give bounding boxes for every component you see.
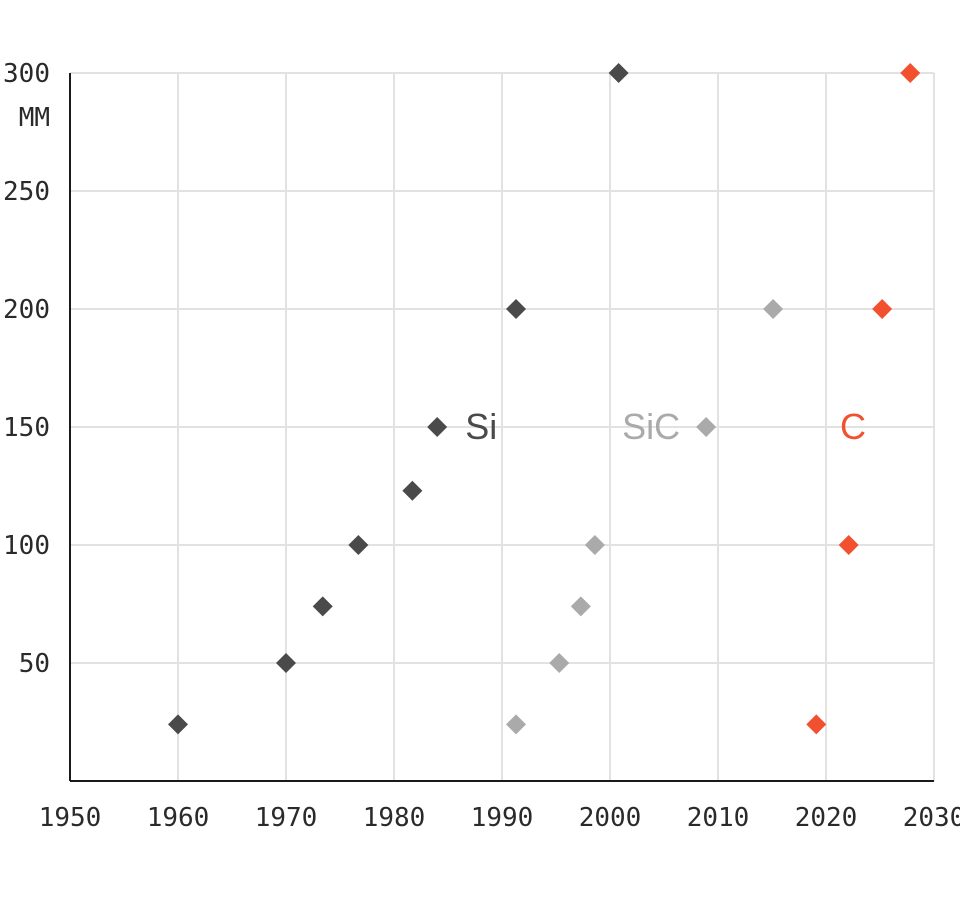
- y-tick-label: 50: [19, 649, 50, 679]
- data-point-si-3: [348, 535, 369, 555]
- data-point-sic-5: [763, 299, 784, 319]
- x-tick-label: 1970: [255, 803, 318, 833]
- axes: [69, 73, 934, 782]
- data-point-sic-1: [549, 653, 570, 673]
- series-labels: Si SiC C: [465, 406, 866, 447]
- data-point-sic-0: [506, 714, 527, 735]
- x-tick-label: 2020: [795, 803, 858, 833]
- x-tick-label: 1960: [147, 803, 210, 833]
- x-tick-label: 2000: [579, 803, 642, 833]
- data-points: [168, 63, 921, 735]
- x-tick-label: 1980: [363, 803, 426, 833]
- series-label-c: C: [840, 406, 866, 447]
- x-tick-label: 1950: [39, 803, 102, 833]
- tick-labels: 1950 1960 1970 1980 1990 2000 2010 2020 2030 50 10…: [3, 59, 960, 833]
- x-tick-label: 2030: [903, 803, 960, 833]
- data-point-c-0: [806, 714, 827, 735]
- x-tick-label: 2010: [687, 803, 750, 833]
- y-tick-label: 200: [3, 295, 50, 325]
- grid-lines: [70, 72, 935, 781]
- data-point-c-3: [900, 63, 921, 83]
- data-point-sic-2: [570, 596, 591, 617]
- data-point-sic-3: [584, 535, 605, 555]
- x-tick-label: 1990: [471, 803, 534, 833]
- data-point-c-1: [838, 535, 859, 555]
- data-point-c-2: [872, 299, 893, 319]
- y-tick-label: 100: [3, 531, 50, 561]
- data-point-si-0: [168, 714, 188, 735]
- series-label-sic: SiC: [622, 406, 680, 447]
- series-label-si: Si: [465, 406, 497, 447]
- data-point-si-4: [402, 480, 423, 501]
- data-point-si-6: [506, 299, 527, 319]
- data-point-si-2: [312, 596, 333, 617]
- y-tick-label: 250: [3, 177, 50, 207]
- y-tick-label: 300: [3, 59, 50, 89]
- y-unit-label: MM: [19, 103, 50, 133]
- data-point-si-7: [608, 63, 629, 83]
- data-point-sic-4: [696, 417, 717, 437]
- y-tick-label: 150: [3, 413, 50, 443]
- data-point-si-5: [427, 417, 448, 437]
- data-point-si-1: [276, 653, 296, 673]
